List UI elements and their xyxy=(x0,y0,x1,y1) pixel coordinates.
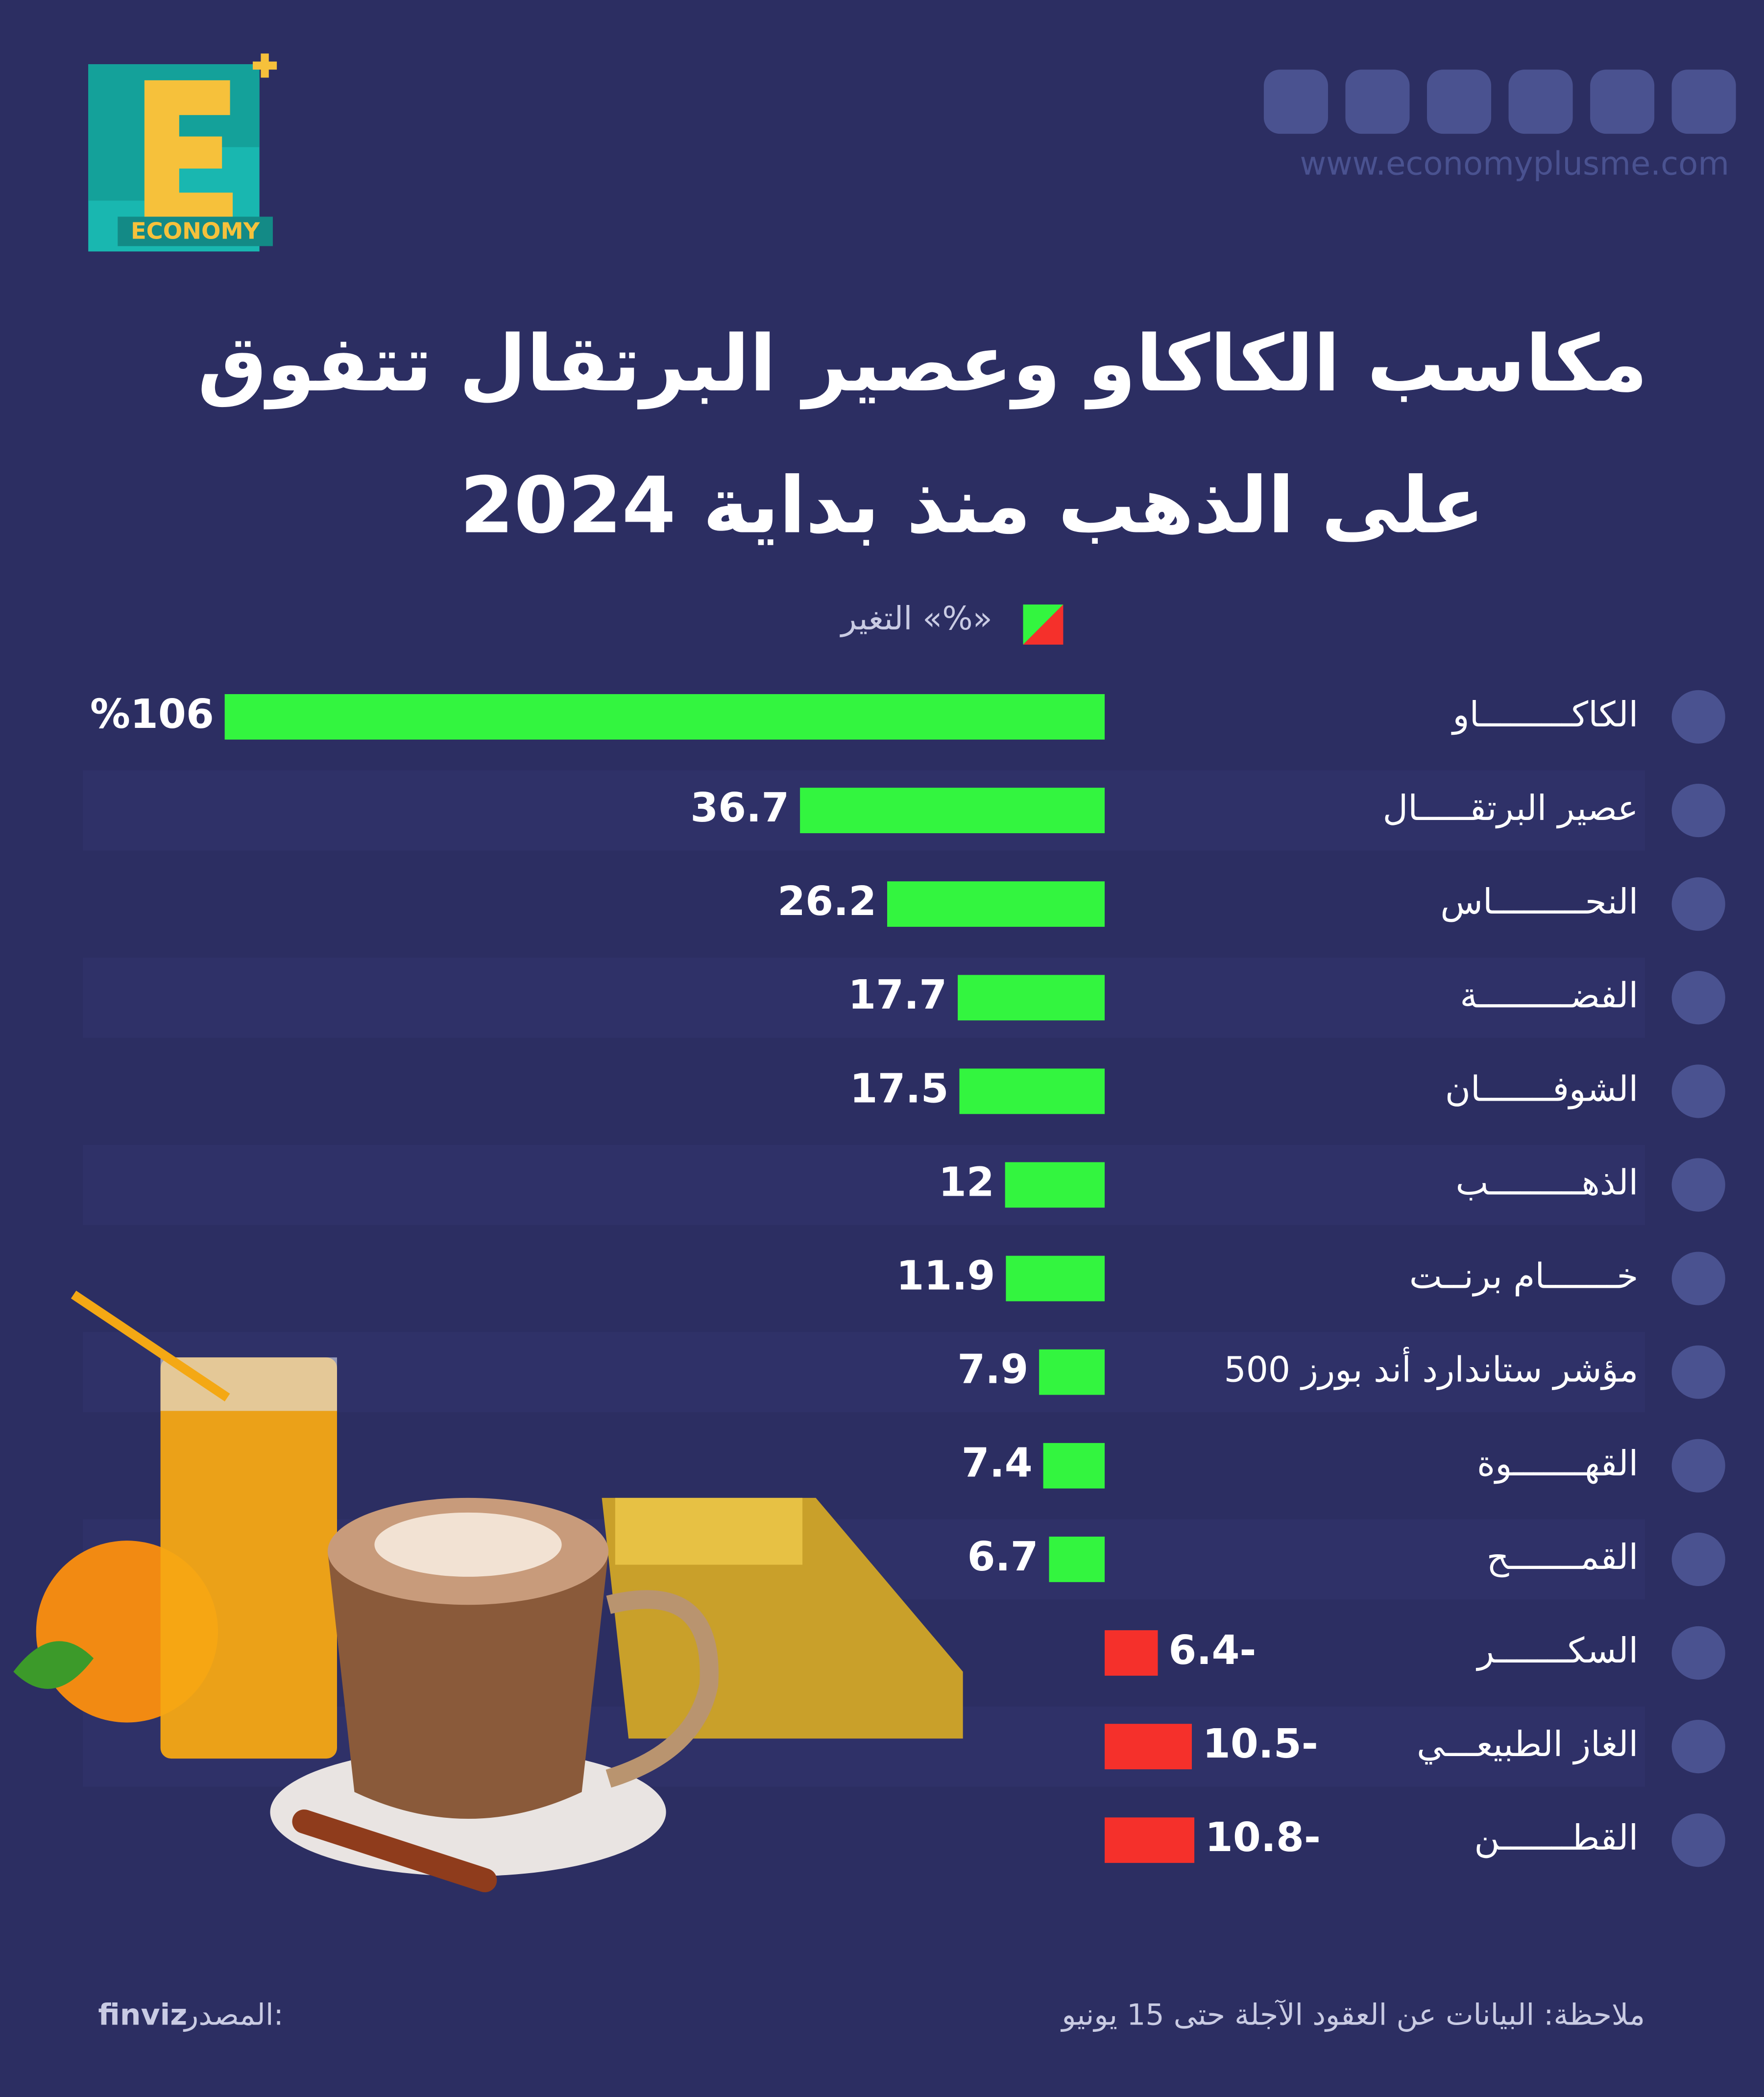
category-icon xyxy=(1671,1439,1725,1493)
category-label: مؤشر ستاندارد أند بورز 500 xyxy=(1224,1347,1639,1391)
brand: ECONOMY xyxy=(131,218,261,244)
value-label: 17.7 xyxy=(848,972,947,1018)
plot-area: الكاكـــــــــاو %106 عصير البرتقـــــال 36… xyxy=(83,690,1725,1867)
bar xyxy=(1049,1536,1105,1582)
category-label: الفضـــــــــة xyxy=(1460,975,1638,1015)
category-icon xyxy=(1671,1158,1725,1212)
category-icon xyxy=(1671,1532,1725,1586)
value-label: 6.4- xyxy=(1168,1627,1256,1674)
value-label: 7.4 xyxy=(962,1440,1033,1487)
value-label: 12 xyxy=(939,1159,994,1205)
value-label: 11.9 xyxy=(896,1253,995,1300)
website: www.economyplusme.com xyxy=(1300,145,1730,183)
category-icon xyxy=(1671,690,1725,744)
bar xyxy=(1105,1630,1158,1676)
bar xyxy=(959,1068,1105,1114)
category-icon xyxy=(1671,1064,1725,1118)
bar xyxy=(1105,1724,1192,1770)
logo: ECONOMY xyxy=(88,53,277,252)
bar xyxy=(1039,1349,1105,1395)
bar xyxy=(1105,1817,1195,1863)
category-label: السكـــــــر xyxy=(1476,1630,1639,1671)
category-label: الذهـــــــــب xyxy=(1456,1162,1639,1203)
value-label: 10.5- xyxy=(1203,1721,1318,1767)
category-label: خـــــــام برنــت xyxy=(1409,1256,1638,1297)
category-label: القمـــــــح xyxy=(1487,1537,1639,1577)
category-icon xyxy=(1671,1626,1725,1680)
social-icons xyxy=(1263,70,1736,134)
category-icon xyxy=(1671,1813,1725,1867)
bar xyxy=(1043,1443,1105,1489)
bar xyxy=(958,975,1105,1021)
category-label: القهـــــــوة xyxy=(1477,1443,1638,1484)
bar xyxy=(1005,1162,1105,1208)
category-icon xyxy=(1671,1345,1725,1399)
value-label: 17.5 xyxy=(850,1065,949,1112)
row-band xyxy=(83,1145,1645,1225)
value-label: 36.7 xyxy=(690,785,789,831)
bar xyxy=(887,881,1105,927)
value-label: %106 xyxy=(90,691,214,738)
legend: التغير «%» xyxy=(840,600,1063,645)
bar xyxy=(800,788,1105,833)
category-label: القطـــــــن xyxy=(1474,1817,1638,1858)
source-label: المصدر: xyxy=(183,1998,284,2032)
value-label: 6.7 xyxy=(967,1534,1039,1580)
note: ملاحظة: البيانات عن العقود الآجلة حتى 15… xyxy=(1061,1998,1645,2032)
category-label: عصير البرتقـــــال xyxy=(1383,788,1639,829)
value-label: 26.2 xyxy=(777,878,876,925)
category-icon xyxy=(1671,877,1725,931)
category-icon xyxy=(1671,971,1725,1025)
value-label: 10.8- xyxy=(1205,1814,1321,1861)
row-band xyxy=(83,957,1645,1038)
category-label: الشوفـــــــان xyxy=(1445,1068,1639,1109)
title-line: على الذهب منذ بداية 2024 xyxy=(460,460,1484,551)
category-label: الكاكـــــــــاو xyxy=(1451,694,1638,735)
title-line: مكاسب الكاكاو وعصير البرتقال تتفوق xyxy=(197,319,1647,410)
source: finviz xyxy=(98,1998,187,2032)
category-icon xyxy=(1671,1720,1725,1774)
legend-label: التغير «%» xyxy=(840,600,992,637)
bar xyxy=(1006,1255,1105,1302)
value-label: 7.9 xyxy=(957,1347,1028,1393)
bar xyxy=(224,694,1105,740)
category-icon xyxy=(1671,1252,1725,1305)
category-icon xyxy=(1671,783,1725,838)
category-label: النحـــــــــاس xyxy=(1440,881,1638,922)
category-label: الغاز الطبيعـــي xyxy=(1417,1724,1638,1765)
row-band xyxy=(83,1332,1645,1413)
illustration xyxy=(13,1290,963,1893)
